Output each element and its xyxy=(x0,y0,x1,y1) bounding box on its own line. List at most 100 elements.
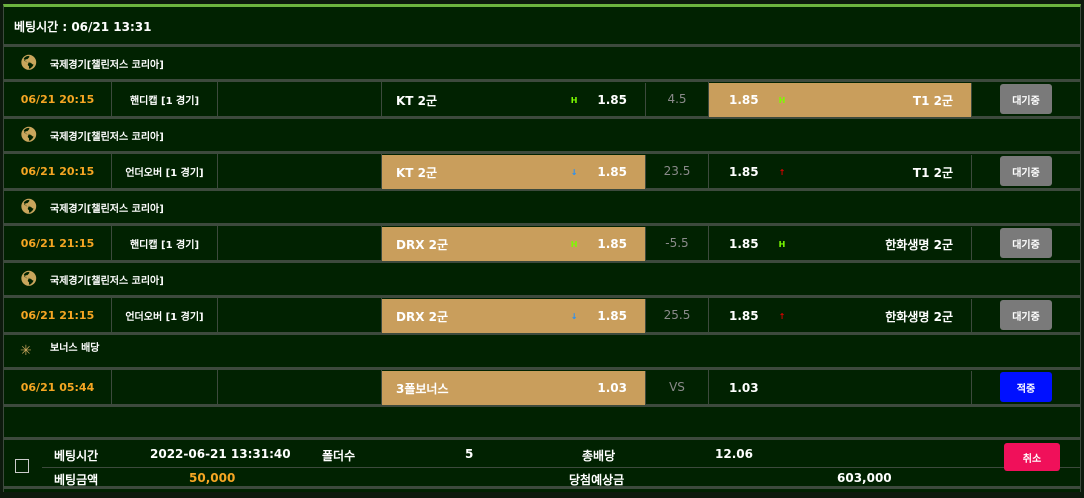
status-cell: 대기중 xyxy=(972,298,1080,332)
away-odds: 1.85 xyxy=(729,237,759,251)
home-odds: 1.85 xyxy=(597,309,627,323)
league-row: 🌎︎ 국제경기[챌린저스 코리아] xyxy=(4,119,1080,154)
home-pick[interactable]: DRX 2군 ↓ 1.85 xyxy=(382,299,646,333)
home-odds: 1.85 xyxy=(597,93,627,107)
home-pick[interactable]: 3폴보너스 1.03 xyxy=(382,371,646,405)
home-team: 3폴보너스 xyxy=(396,381,449,396)
empty-cell xyxy=(218,82,382,116)
league-row: 🌎︎ 국제경기[챌린저스 코리아] xyxy=(4,47,1080,82)
match-date: 06/21 20:15 xyxy=(4,154,112,188)
status-badge: 대기중 xyxy=(1000,156,1052,186)
away-pick[interactable]: 1.85 ↑ 한화생명 2군 xyxy=(709,299,972,333)
cancel-button[interactable]: 취소 xyxy=(1004,443,1060,471)
select-checkbox[interactable] xyxy=(15,459,29,473)
line-value: 25.5 xyxy=(646,298,709,332)
home-team: KT 2군 xyxy=(396,93,438,108)
status-badge: 대기중 xyxy=(1000,228,1052,258)
match-date: 06/21 20:15 xyxy=(4,82,112,116)
away-team: 한화생명 2군 xyxy=(885,237,953,252)
away-team: 한화생명 2군 xyxy=(885,309,953,324)
bet-time-value: 2022-06-21 13:31:40 xyxy=(150,447,291,461)
home-indicator-icon: ↓ xyxy=(570,311,578,321)
status-badge: 대기중 xyxy=(1000,84,1052,114)
league-name: 국제경기[챌린저스 코리아] xyxy=(50,203,164,215)
status-cell: 대기중 xyxy=(972,82,1080,116)
away-odds: 1.85 xyxy=(729,165,759,179)
match-row: 06/21 21:15 핸디캡 [1 경기] DRX 2군 H 1.85 -5.5… xyxy=(4,226,1080,263)
empty-cell xyxy=(218,226,382,260)
bet-type: 언더오버 [1 경기] xyxy=(112,298,218,332)
away-indicator-icon: ↑ xyxy=(778,167,786,177)
bet-time-header: 베팅시간 : 06/21 13:31 xyxy=(4,7,1080,47)
globe-icon: 🌎︎ xyxy=(20,199,38,215)
home-odds: 1.85 xyxy=(597,237,627,251)
league-row: ✳︎ 보너스 배당 xyxy=(4,335,1080,370)
home-team: DRX 2군 xyxy=(396,237,449,252)
empty-cell xyxy=(218,370,382,404)
globe-icon: 🌎︎ xyxy=(20,127,38,143)
away-indicator-icon: ↑ xyxy=(778,311,786,321)
away-odds: 1.03 xyxy=(729,381,759,395)
line-value: 4.5 xyxy=(646,82,709,116)
home-team: KT 2군 xyxy=(396,165,438,180)
home-indicator-icon: H xyxy=(570,95,578,105)
home-pick[interactable]: KT 2군 ↓ 1.85 xyxy=(382,155,646,189)
folders-label: 폴더수 xyxy=(322,449,356,463)
bet-amount-label: 베팅금액 xyxy=(54,473,99,487)
line-value: -5.5 xyxy=(646,226,709,260)
away-pick[interactable]: 1.85 ↑ T1 2군 xyxy=(709,155,972,189)
home-indicator-icon: H xyxy=(570,239,578,249)
away-odds: 1.85 xyxy=(729,309,759,323)
bet-summary: 베팅시간 2022-06-21 13:31:40 폴더수 5 총배당 12.06… xyxy=(4,437,1080,489)
payout-label: 당첨예상금 xyxy=(569,473,625,487)
home-pick[interactable]: DRX 2군 H 1.85 xyxy=(382,227,646,261)
bet-type: 핸디캡 [1 경기] xyxy=(112,226,218,260)
status-cell: 적중 xyxy=(972,370,1080,404)
globe-icon: 🌎︎ xyxy=(20,55,38,71)
total-odds-label: 총배당 xyxy=(582,449,616,463)
league-name: 보너스 배당 xyxy=(50,343,100,354)
away-pick[interactable]: 1.85 H T1 2군 xyxy=(709,83,972,117)
home-indicator-icon: ↓ xyxy=(570,167,578,177)
away-odds: 1.85 xyxy=(729,93,759,107)
away-pick[interactable]: 1.85 H 한화생명 2군 xyxy=(709,227,972,261)
folders-value: 5 xyxy=(465,447,474,461)
league-row: 🌎︎ 국제경기[챌린저스 코리아] xyxy=(4,191,1080,226)
line-value: 23.5 xyxy=(646,154,709,188)
status-cell: 대기중 xyxy=(972,154,1080,188)
match-date: 06/21 21:15 xyxy=(4,226,112,260)
empty-cell xyxy=(218,154,382,188)
status-cell: 대기중 xyxy=(972,226,1080,260)
status-badge: 대기중 xyxy=(1000,300,1052,330)
away-pick[interactable]: 1.03 xyxy=(709,371,972,405)
line-value: VS xyxy=(646,370,709,404)
payout-value: 603,000 xyxy=(837,471,892,485)
away-team: T1 2군 xyxy=(912,93,953,108)
match-row: 06/21 05:44 3폴보너스 1.03 VS 1.03 적중 xyxy=(4,370,1080,407)
total-odds-value: 12.06 xyxy=(715,447,753,461)
bet-type xyxy=(112,370,218,404)
home-odds: 1.85 xyxy=(597,165,627,179)
league-name: 국제경기[챌린저스 코리아] xyxy=(50,131,164,143)
match-date: 06/21 21:15 xyxy=(4,298,112,332)
away-indicator-icon: H xyxy=(778,239,786,249)
away-indicator-icon: H xyxy=(778,95,786,105)
bet-type: 언더오버 [1 경기] xyxy=(112,154,218,188)
match-row: 06/21 21:15 언더오버 [1 경기] DRX 2군 ↓ 1.85 25.… xyxy=(4,298,1080,335)
bet-time-label: 베팅시간 xyxy=(54,449,99,463)
match-row: 06/21 20:15 핸디캡 [1 경기] KT 2군 H 1.85 4.5 1… xyxy=(4,82,1080,119)
away-team: T1 2군 xyxy=(912,165,953,180)
match-date: 06/21 05:44 xyxy=(4,370,112,404)
home-odds: 1.03 xyxy=(597,381,627,395)
empty-cell xyxy=(218,298,382,332)
league-name: 국제경기[챌린저스 코리아] xyxy=(50,59,164,71)
home-team: DRX 2군 xyxy=(396,309,449,324)
home-pick[interactable]: KT 2군 H 1.85 xyxy=(382,83,646,117)
bet-slip: 베팅시간 : 06/21 13:31 🌎︎ 국제경기[챌린저스 코리아] 06/… xyxy=(3,4,1081,492)
divider xyxy=(42,467,1080,468)
status-badge: 적중 xyxy=(1000,372,1052,402)
sparkle-icon: ✳︎ xyxy=(20,343,32,359)
globe-icon: 🌎︎ xyxy=(20,271,38,287)
bet-amount-value: 50,000 xyxy=(189,471,236,485)
league-row: 🌎︎ 국제경기[챌린저스 코리아] xyxy=(4,263,1080,298)
